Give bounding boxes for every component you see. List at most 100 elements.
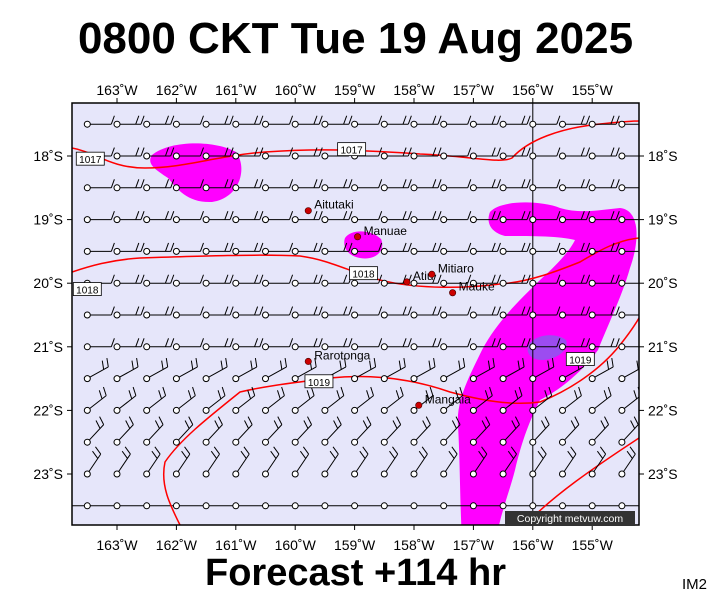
wind-barb — [291, 274, 323, 287]
wind-barb — [262, 338, 294, 351]
place-aitutaki: Aitutaki — [304, 198, 354, 215]
wind-barb — [588, 502, 596, 510]
wind-barb — [410, 274, 442, 287]
wind-barb — [559, 338, 591, 351]
isobar-label: 1017 — [75, 151, 105, 166]
wind-barb — [321, 115, 353, 128]
wind-barb — [83, 115, 115, 128]
wind-barb — [410, 306, 442, 319]
wind-barb — [351, 115, 383, 128]
wind-barb — [113, 147, 145, 160]
wind-barb — [588, 416, 610, 446]
isobar-0 — [72, 120, 639, 169]
wind-barb — [588, 306, 620, 319]
wind-barb — [202, 115, 234, 128]
wind-barb — [588, 115, 620, 128]
wind-barb — [202, 179, 234, 192]
wind-barb — [559, 446, 577, 478]
lat-label-right: 21˚S — [648, 339, 678, 355]
isobar-label: 1019 — [304, 374, 334, 389]
wind-barb — [172, 210, 204, 224]
wind-barb — [351, 210, 383, 224]
lon-label-top: 163˚W — [96, 82, 138, 98]
wind-barb — [113, 338, 145, 351]
wind-barb — [83, 386, 107, 414]
wind-barb — [529, 179, 561, 192]
wind-barb — [351, 179, 383, 192]
wind-barb — [380, 147, 412, 160]
place-label: Atiu — [413, 269, 434, 283]
lon-label-bottom: 161˚W — [215, 537, 257, 553]
lat-label-left: 18˚S — [33, 148, 63, 164]
wind-barb — [113, 306, 145, 319]
wind-barb — [469, 179, 501, 192]
lon-label-top: 157˚W — [453, 82, 495, 98]
wind-barb — [440, 502, 448, 510]
lon-label-bottom: 156˚W — [512, 537, 554, 553]
lat-label-right: 20˚S — [648, 275, 678, 291]
lat-label-right: 19˚S — [648, 212, 678, 228]
wind-barb — [143, 502, 151, 510]
wind-barb — [262, 147, 294, 160]
wind-barb — [529, 502, 537, 510]
wind-barb — [83, 446, 102, 478]
wind-barb — [143, 115, 175, 128]
wind-barb — [143, 274, 175, 287]
wind-barb — [440, 416, 461, 446]
wind-barb — [143, 446, 161, 478]
wind-barb — [291, 386, 315, 414]
wind-barb — [380, 179, 412, 192]
wind-barb — [440, 210, 472, 224]
axis-ticks: 163˚W 163˚W 162˚W 162˚W 161˚W 161˚W 160˚W 160˚W… — [33, 82, 677, 553]
wind-barb — [172, 115, 204, 128]
wind-barb — [351, 502, 359, 510]
wind-barb — [440, 242, 472, 255]
wind-barb — [143, 338, 175, 351]
wind-barb — [440, 306, 472, 319]
place-mitiaro: Mitiaro — [428, 261, 474, 278]
lat-label-left: 20˚S — [33, 275, 63, 291]
wind-barb — [291, 338, 323, 351]
lat-label-left: 19˚S — [33, 212, 63, 228]
place-markers: Aitutaki Manuae Atiu Mitiaro Mauke Rarotonga M… — [304, 198, 495, 409]
wind-barb — [380, 306, 412, 319]
wind-barb — [380, 357, 406, 383]
image-code: IM2 — [681, 576, 707, 593]
wind-barb — [113, 386, 137, 414]
wind-barb — [529, 242, 561, 255]
wind-barb — [262, 416, 283, 446]
wind-barb — [529, 357, 555, 383]
isobar-label-text: 1018 — [76, 286, 99, 297]
lat-label-right: 23˚S — [648, 466, 678, 482]
wind-barb — [262, 115, 294, 128]
wind-barb — [143, 306, 175, 319]
wind-barb — [143, 147, 175, 160]
place-label: Aitutaki — [314, 198, 353, 212]
wind-barb — [380, 274, 412, 287]
wind-barb — [529, 115, 561, 128]
wind-barb — [440, 338, 472, 351]
wind-barb — [410, 357, 436, 383]
wind-barb — [469, 502, 477, 510]
wind-barb — [262, 446, 280, 478]
wind-barb — [113, 210, 145, 224]
wind-barb — [588, 357, 614, 383]
wind-barb — [440, 274, 472, 287]
lon-label-top: 158˚W — [393, 82, 435, 98]
lon-label-top: 156˚W — [512, 82, 554, 98]
wind-barb — [291, 242, 323, 255]
wind-barb — [172, 274, 204, 287]
lat-label-right: 18˚S — [648, 148, 678, 164]
wind-barb — [321, 242, 353, 255]
wind-barb — [83, 210, 115, 224]
wind-barb — [321, 179, 353, 192]
wind-barb — [559, 416, 580, 446]
wind-barb — [351, 386, 374, 414]
wind-barb — [410, 338, 442, 351]
wind-barb — [380, 338, 412, 351]
wind-barb — [232, 416, 253, 446]
wind-barb — [440, 386, 464, 414]
wind-barb — [469, 386, 493, 414]
wind-barb — [618, 279, 639, 287]
wind-barb — [321, 306, 353, 319]
